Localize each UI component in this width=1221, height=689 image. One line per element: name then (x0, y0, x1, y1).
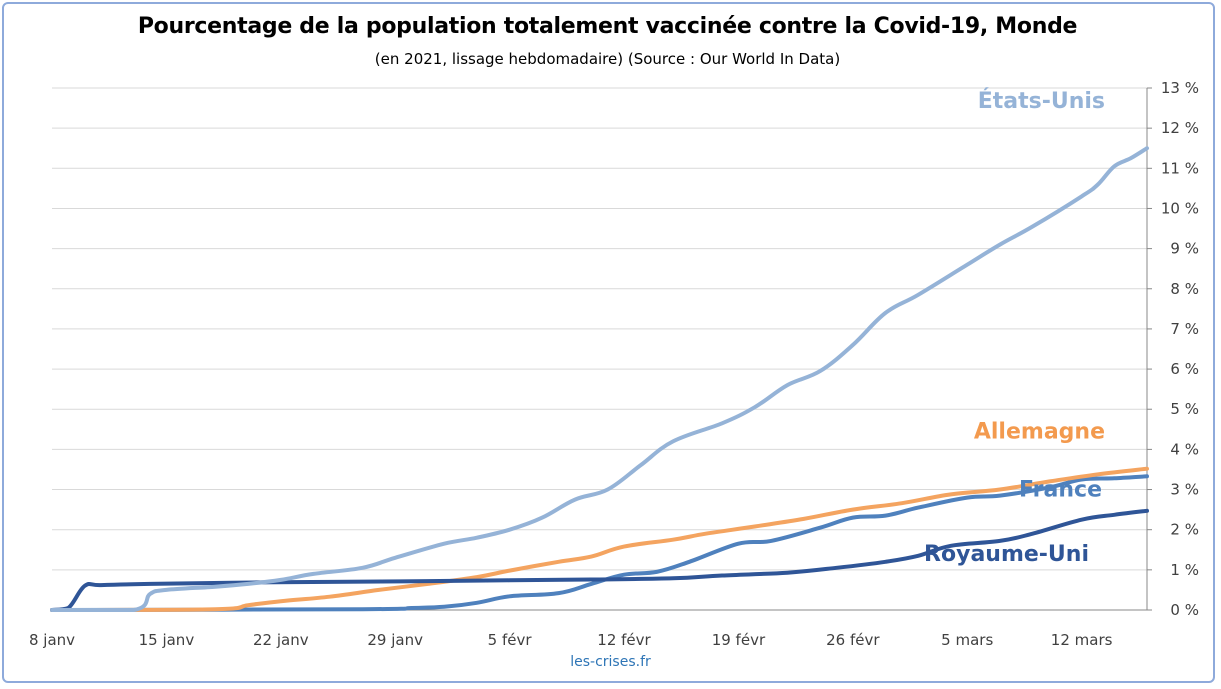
y-tick-label: 8 % (1170, 280, 1199, 298)
series-line-1 (50, 466, 1149, 612)
series-label-0: États-Unis (978, 88, 1105, 114)
x-tick-label: 19 févr (712, 631, 766, 649)
y-tick-label: 3 % (1170, 481, 1199, 499)
y-tick-label: 12 % (1161, 119, 1199, 137)
x-tick-label: 8 janv (29, 631, 75, 649)
series-line-3 (50, 508, 1149, 612)
y-tick-label: 0 % (1170, 601, 1199, 619)
x-tick-label: 15 janv (139, 631, 195, 649)
series-label-2: France (1019, 477, 1102, 502)
series-line-0 (50, 146, 1149, 613)
y-tick-label: 1 % (1170, 561, 1199, 579)
x-tick-label: 5 mars (941, 631, 993, 649)
x-tick-label: 22 janv (253, 631, 309, 649)
chart-subtitle: (en 2021, lissage hebdomadaire) (Source … (374, 50, 841, 68)
series-labels: États-Unis Allemagne France Royaume-Uni (924, 88, 1105, 567)
y-tick-label: 2 % (1170, 521, 1199, 539)
x-tick-label: 29 janv (367, 631, 423, 649)
y-tick-label: 4 % (1170, 440, 1199, 458)
y-tick-label: 13 % (1161, 79, 1199, 97)
series-label-3: Royaume-Uni (924, 542, 1089, 567)
x-tick-label: 26 févr (826, 631, 880, 649)
x-tick-label: 12 mars (1051, 631, 1113, 649)
y-tick-label: 5 % (1170, 400, 1199, 418)
gridlines (52, 87, 1147, 571)
series-line-2 (50, 474, 1149, 612)
source-label: les-crises.fr (570, 654, 651, 670)
x-tick-label: 12 févr (597, 631, 651, 649)
y-tick-label: 11 % (1161, 159, 1199, 177)
y-tick-label: 10 % (1161, 199, 1199, 217)
y-tick-label: 9 % (1170, 240, 1199, 258)
y-tick-label: 6 % (1170, 360, 1199, 378)
y-tick-label: 7 % (1170, 320, 1199, 338)
x-tick-label: 5 févr (488, 631, 533, 649)
axes: 0 % 1 % 2 % 3 % 4 % 5 % 6 % 7 % 8 % 9 % 10 % 11 % 12… (29, 79, 1199, 649)
chart-title: Pourcentage de la population totalement … (137, 14, 1078, 39)
series-label-1: Allemagne (974, 420, 1105, 445)
series-lines (50, 146, 1149, 613)
